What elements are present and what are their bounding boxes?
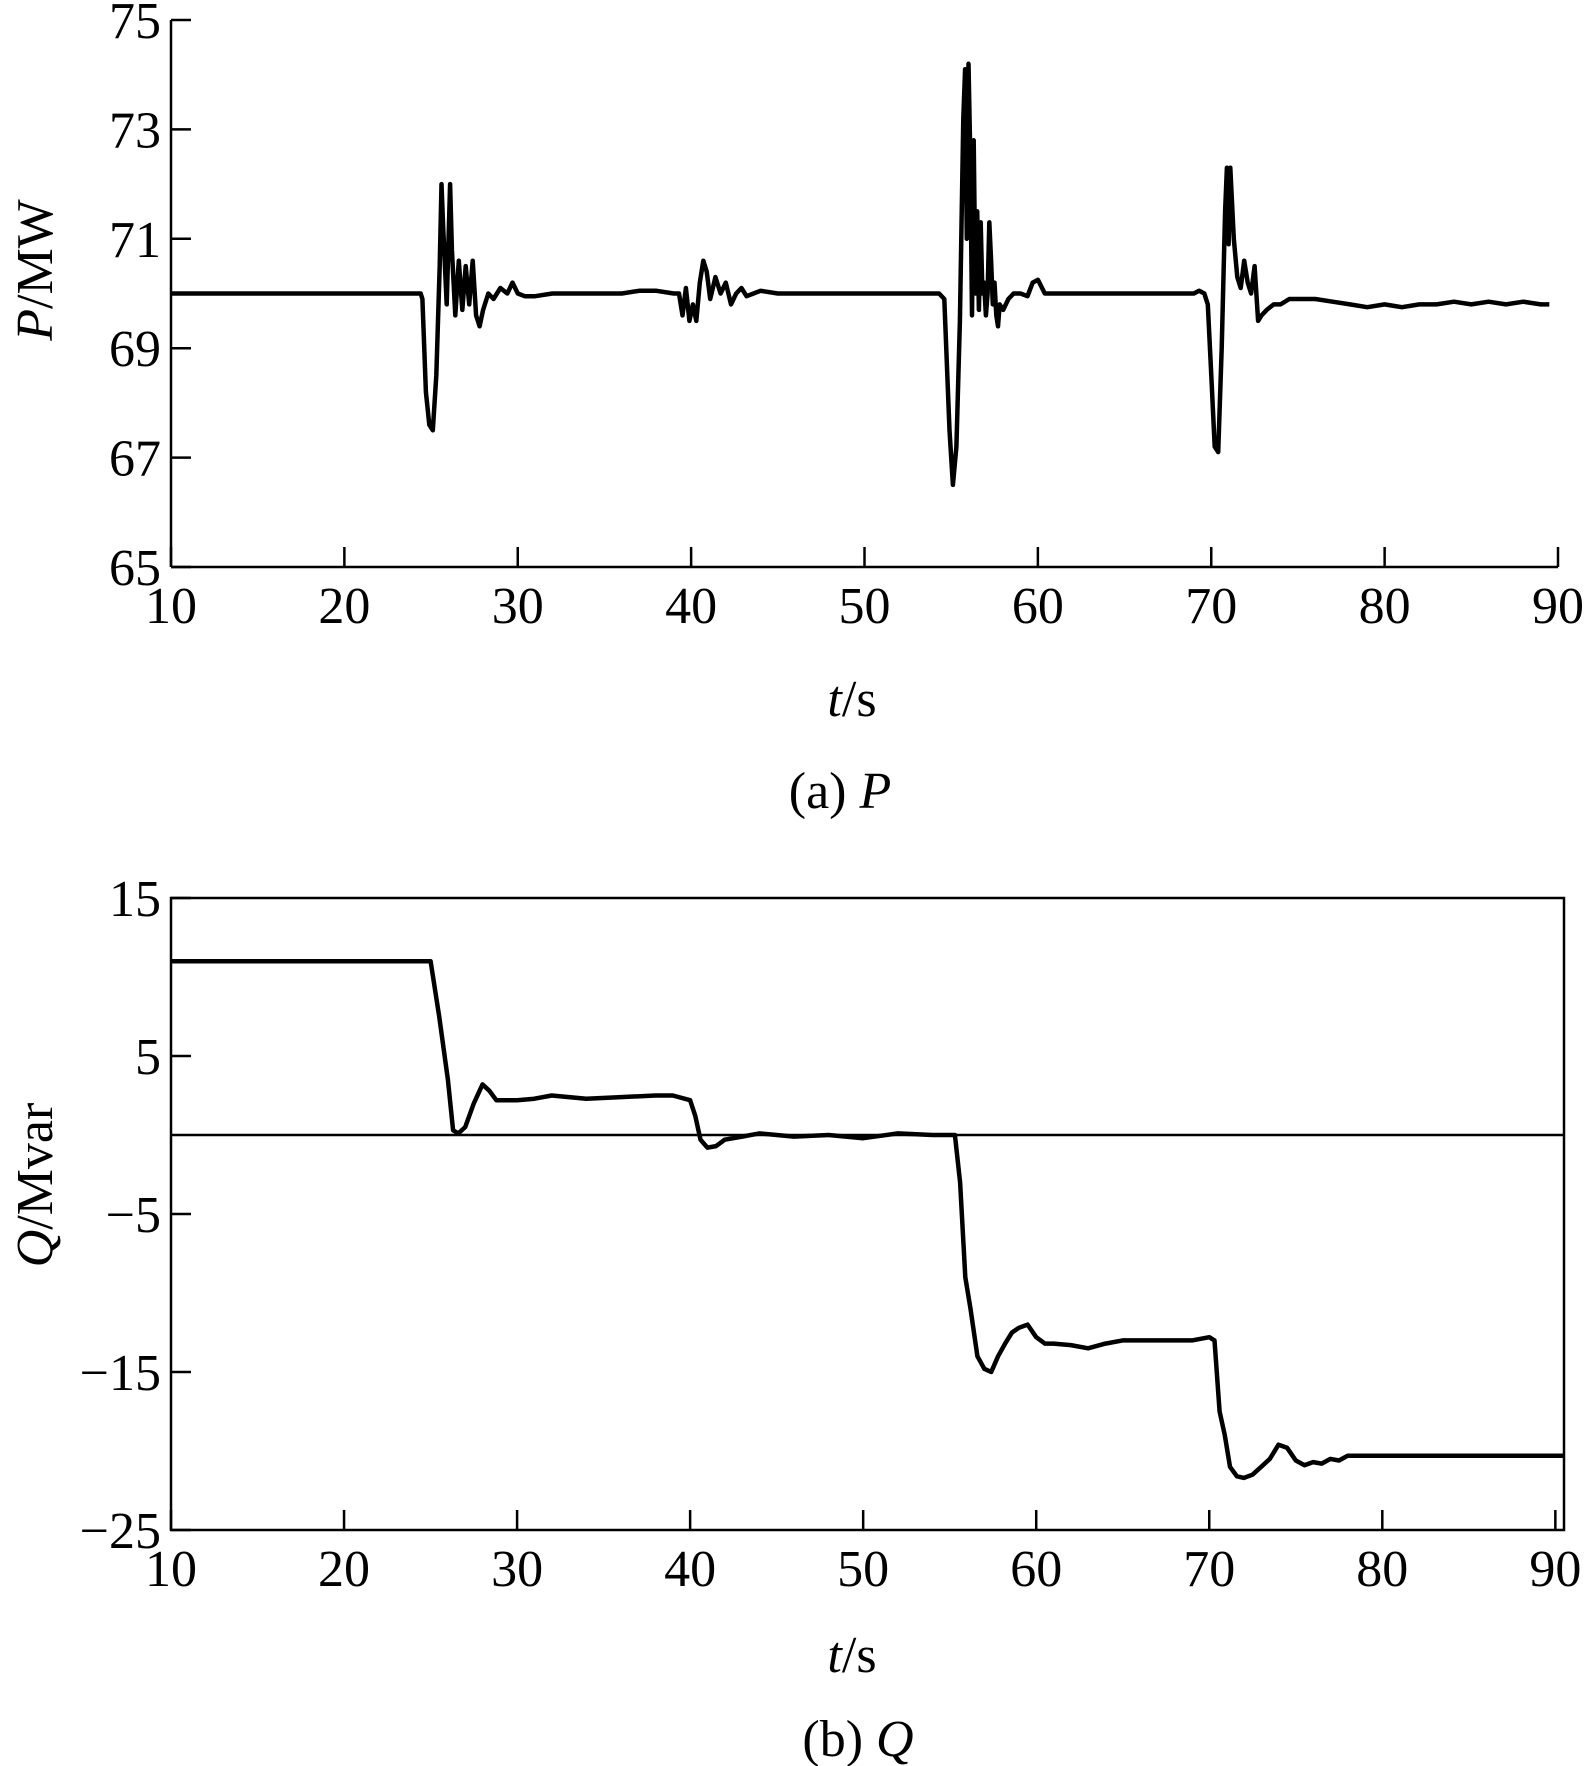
series-line-b-0 [171,958,1564,1481]
ticks-a: 10 20 30 40 50 60 70 80 90 65 67 69 71 73 75 [109,0,1584,635]
x-tick-label-a: 80 [1359,578,1411,635]
plot-frame-b [169,896,1566,1532]
axes-frame-b [169,896,1566,1532]
y-tick-label-b: 15 [109,871,161,928]
y-tick-label-a: 75 [109,0,161,50]
series-b [171,958,1564,1481]
x-tick-label-a: 90 [1532,578,1584,635]
x-tick-label-a: 20 [318,578,370,635]
panel-caption-a: (a) P [789,763,891,820]
x-tick-label-b: 30 [491,1541,543,1598]
y-tick-label-a: 71 [109,212,161,269]
y-tick-label-a: 67 [109,431,161,488]
x-tick-label-b: 50 [837,1541,889,1598]
y-tick-label-a: 65 [109,540,161,597]
x-tick-label-a: 40 [665,578,717,635]
y-tick-label-b: 5 [135,1029,161,1086]
x-tick-label-b: 90 [1529,1541,1581,1598]
x-tick-label-b: 20 [318,1541,370,1598]
y-tick-label-b: −25 [80,1503,161,1560]
x-tick-label-b: 40 [664,1541,716,1598]
x-tick-label-a: 30 [492,578,544,635]
x-tick-label-a: 50 [839,578,891,635]
x-tick-label-b: 80 [1356,1541,1408,1598]
x-tick-label-a: 60 [1012,578,1064,635]
x-tick-label-b: 70 [1183,1541,1235,1598]
x-axis-label-b: t/s [827,1627,876,1684]
y-axis-label-b: Q/Mvar [7,1103,64,1268]
ticks-b: 10 20 30 40 50 60 70 80 90 −25 −15 −5 5 15 [80,871,1582,1598]
x-tick-label-a: 70 [1185,578,1237,635]
panel-caption-b: (b) Q [802,1711,913,1766]
y-axis-label-a: P/MW [7,199,64,342]
y-tick-label-a: 73 [109,102,161,159]
series-a [171,61,1550,488]
y-tick-label-b: −15 [80,1345,161,1402]
x-tick-label-b: 60 [1010,1541,1062,1598]
x-axis-label-a: t/s [827,671,876,728]
series-line-a-0 [171,61,1550,488]
y-tick-label-a: 69 [109,321,161,378]
x-tick-label-a: 10 [145,578,197,635]
chart-panel-b: 10 20 30 40 50 60 70 80 90 −25 −15 −5 5 15 t/s Q/Mvar… [7,871,1581,1766]
y-tick-label-b: −5 [106,1187,161,1244]
x-tick-label-b: 10 [145,1541,197,1598]
